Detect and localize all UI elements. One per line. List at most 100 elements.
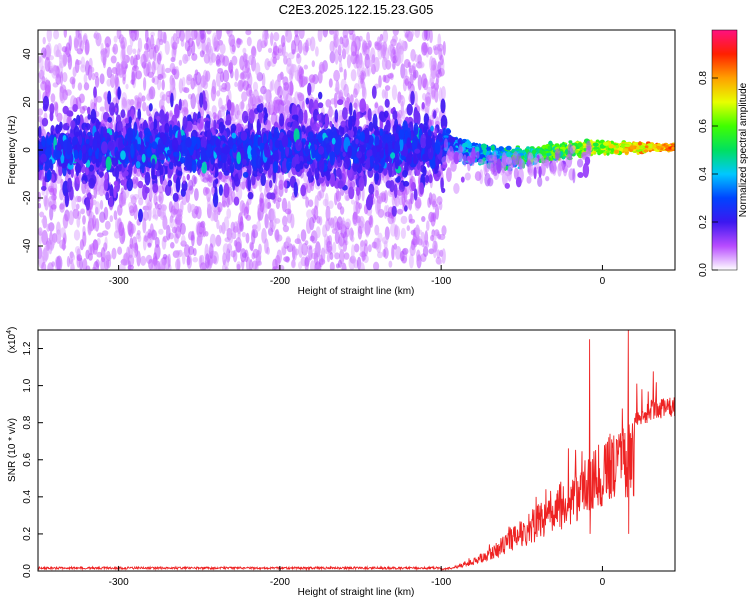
noise-cell [212, 112, 217, 120]
noise-cell [169, 124, 173, 139]
noise-cell [182, 99, 189, 113]
noise-cell [310, 252, 318, 260]
noise-cell [223, 216, 230, 232]
noise-cell [430, 125, 434, 132]
noise-cell [384, 211, 392, 217]
noise-cell [384, 88, 388, 100]
noise-cell [121, 96, 127, 112]
noise-cell [142, 217, 147, 234]
noise-cell [240, 131, 248, 141]
noise-cell [115, 150, 120, 160]
noise-cell [425, 175, 430, 183]
noise-cell [227, 62, 234, 74]
noise-cell [258, 243, 262, 255]
noise-cell [198, 226, 203, 233]
noise-cell [391, 84, 398, 101]
noise-cell [41, 47, 47, 58]
noise-cell [59, 54, 64, 60]
noise-cell [240, 100, 244, 112]
noise-cell [88, 177, 96, 189]
noise-cell [177, 170, 183, 176]
noise-cell [379, 146, 384, 159]
noise-cell [347, 145, 352, 159]
noise-cell [359, 98, 367, 113]
noise-cell [113, 230, 121, 239]
noise-cell [186, 76, 192, 86]
noise-cell [136, 229, 141, 236]
noise-cell [130, 55, 135, 66]
noise-cell [125, 147, 131, 153]
noise-cell [366, 31, 370, 43]
noise-cell [286, 158, 292, 171]
noise-cell [185, 137, 192, 148]
noise-cell [200, 135, 207, 150]
noise-cell [71, 78, 76, 90]
noise-cell [99, 106, 106, 112]
noise-cell [359, 70, 366, 81]
noise-cell [170, 92, 174, 108]
noise-cell [223, 170, 230, 176]
noise-cell [329, 217, 335, 229]
noise-cell [61, 162, 67, 169]
noise-cell [38, 89, 41, 102]
noise-cell [276, 249, 282, 264]
noise-cell [343, 156, 351, 170]
noise-cell [138, 208, 143, 223]
noise-cell [38, 227, 43, 236]
noise-cell [85, 138, 90, 145]
noise-cell [94, 71, 99, 78]
noise-cell [118, 34, 124, 44]
noise-cell [427, 46, 433, 55]
noise-cell [305, 39, 309, 53]
noise-cell [213, 40, 220, 49]
noise-cell [53, 30, 60, 40]
noise-cell [118, 163, 122, 172]
noise-cell [358, 176, 365, 192]
noise-cell [56, 255, 63, 270]
noise-cell [324, 113, 329, 128]
noise-cell [360, 78, 364, 85]
noise-cell [263, 197, 268, 214]
noise-cell [121, 58, 128, 67]
noise-cell [278, 179, 284, 190]
noise-cell [290, 259, 296, 269]
noise-cell [258, 38, 263, 49]
noise-cell [147, 61, 152, 73]
noise-cell [59, 71, 64, 86]
noise-cell [146, 93, 152, 101]
noise-cell [104, 36, 112, 48]
noise-cell [353, 88, 358, 99]
noise-cell [194, 69, 199, 76]
noise-cell [334, 230, 340, 244]
noise-cell [169, 216, 175, 229]
noise-cell [275, 199, 280, 210]
noise-cell [242, 171, 249, 178]
noise-cell [431, 90, 436, 100]
noise-cell [392, 35, 398, 43]
noise-cell [239, 200, 245, 214]
noise-cell [310, 260, 316, 270]
noise-cell [337, 99, 344, 106]
noise-cell [48, 240, 53, 255]
noise-cell [342, 35, 349, 48]
noise-cell [182, 175, 186, 185]
noise-cell [62, 72, 68, 83]
noise-cell [90, 108, 97, 124]
noise-cell [321, 114, 325, 124]
noise-cell [55, 124, 60, 135]
noise-cell [368, 183, 375, 195]
noise-cell [61, 46, 68, 53]
noise-cell [422, 166, 427, 177]
noise-cell [291, 40, 296, 55]
noise-cell [334, 30, 338, 38]
noise-cell [277, 44, 284, 57]
noise-cell [269, 179, 273, 189]
noise-cell [298, 108, 304, 124]
noise-cell [226, 208, 232, 219]
noise-cell [104, 172, 108, 180]
noise-cell [131, 71, 136, 86]
noise-cell [142, 101, 147, 112]
noise-cell [374, 224, 380, 236]
spectrogram-heatmap [38, 30, 675, 270]
noise-cell [283, 180, 288, 189]
